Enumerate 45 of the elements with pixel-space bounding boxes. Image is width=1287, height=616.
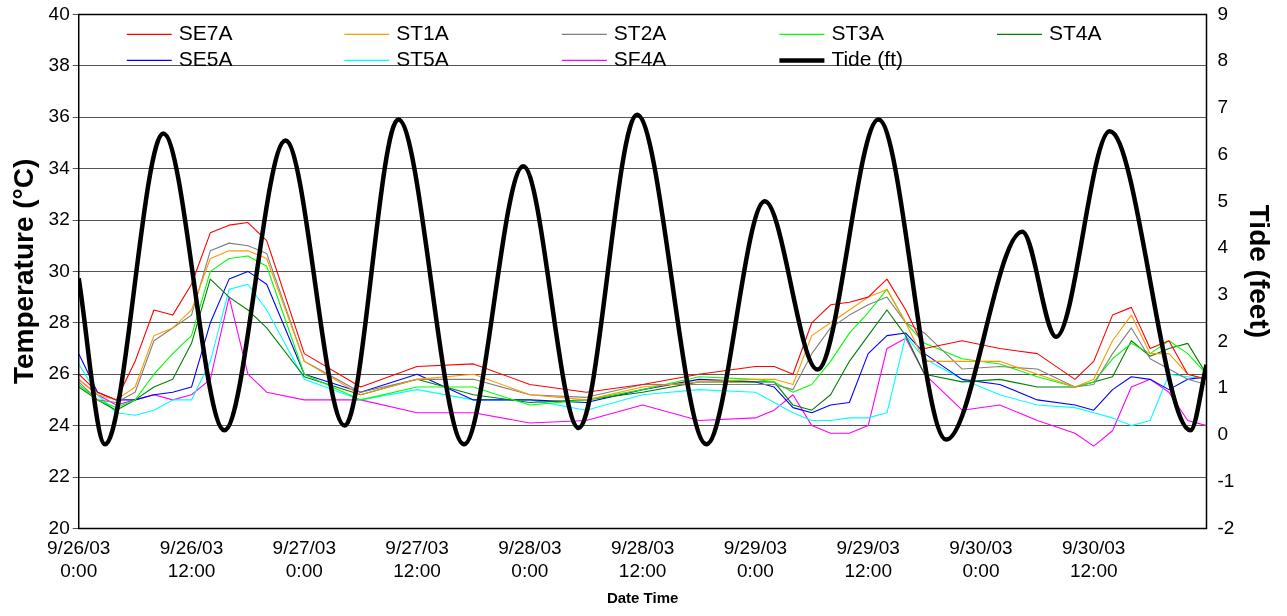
y2-tick-label: 5 [1217, 189, 1229, 211]
x-tick-label: 9/28/03 12:00 [610, 537, 675, 581]
legend-label: ST2A [613, 21, 667, 45]
y2-tick-label: 8 [1217, 49, 1229, 71]
y-tick-label: 30 [48, 259, 70, 281]
y-tick-label: 22 [48, 465, 70, 487]
y-tick-label: 20 [48, 516, 70, 538]
y2-tick-label: 0 [1217, 423, 1229, 445]
y2-tick-label: 1 [1217, 376, 1229, 398]
y-tick-label: 32 [48, 208, 70, 230]
y2-tick-label: 4 [1217, 236, 1229, 258]
legend-label: ST5A [396, 47, 449, 71]
x-tick-label: 9/30/03 0:00 [949, 537, 1013, 581]
legend-label: SE5A [178, 47, 233, 71]
legend-label: SE7A [178, 21, 233, 45]
x-tick-label: 9/28/03 0:00 [498, 537, 562, 581]
x-tick-label: 9/29/03 12:00 [836, 537, 900, 581]
y-tick-label: 34 [48, 156, 71, 178]
y-axis-title: Temperature (°C) [7, 158, 39, 385]
y2-tick-label: -2 [1217, 516, 1235, 538]
x-tick-label: 9/26/03 0:00 [47, 537, 111, 581]
y-tick-label: 40 [48, 2, 70, 24]
legend-label: ST1A [396, 21, 449, 45]
y2-tick-label: 7 [1217, 96, 1229, 118]
x-tick-label: 9/27/03 12:00 [385, 537, 449, 581]
legend-label: Tide (ft) [831, 47, 903, 71]
y-tick-label: 36 [48, 105, 70, 127]
y2-tick-label: 9 [1217, 2, 1229, 24]
y-tick-label: 26 [48, 362, 70, 384]
y2-tick-label: 6 [1217, 142, 1229, 164]
y-tick-label: 38 [48, 54, 70, 76]
x-tick-label: 9/29/03 0:00 [723, 537, 788, 581]
x-tick-label: 9/27/03 0:00 [272, 537, 336, 581]
y2-tick-label: 3 [1217, 283, 1229, 304]
y-tick-label: 24 [48, 413, 71, 435]
legend-label: ST3A [831, 21, 884, 45]
legend-label: SF4A [613, 47, 667, 71]
x-axis-title: Date Time [606, 589, 679, 607]
x-tick-label: 9/30/03 12:00 [1062, 537, 1126, 581]
y2-axis-title: Tide (feet) [1244, 204, 1276, 339]
y2-tick-label: 2 [1217, 329, 1229, 351]
legend-label: ST4A [1048, 21, 1102, 45]
y-tick-label: 28 [48, 311, 70, 333]
y2-tick-label: -1 [1217, 469, 1235, 491]
x-tick-label: 9/26/03 12:00 [159, 537, 224, 581]
